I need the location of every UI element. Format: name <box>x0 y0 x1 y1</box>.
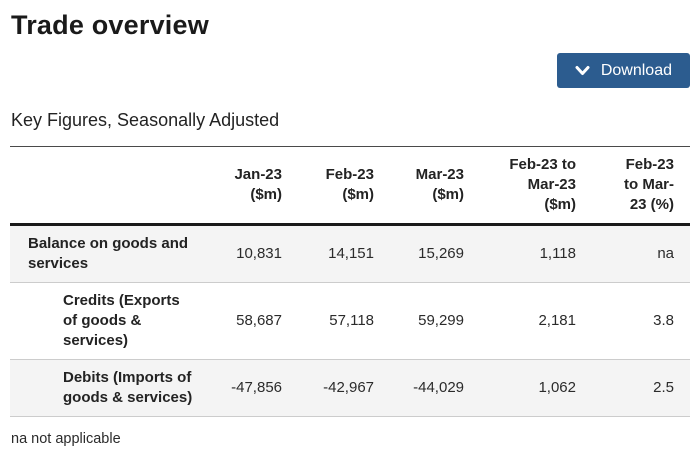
cell-value: na <box>657 245 674 262</box>
column-header-feb-to-mar-dollars: Feb-23 to Mar-23 ($m) <box>480 146 592 226</box>
key-figures-table: Jan-23 ($m) Feb-23 ($m) Mar-23 ($m) Feb-… <box>10 146 690 417</box>
cell-value: 58,687 <box>210 282 298 360</box>
cell-value: 10,831 <box>236 245 282 262</box>
row-label-credits: Credits (Exports of goods & services) <box>10 282 210 360</box>
column-header-feb-to-mar-percent: Feb-23 to Mar-23 (%) <box>592 146 690 226</box>
row-label-debits: Debits (Imports of goods & services) <box>10 359 210 417</box>
footnote-na-not-applicable: na not applicable <box>11 431 121 447</box>
table-row-credits: Credits (Exports of goods & services) 58… <box>10 282 690 360</box>
table-row-debits: Debits (Imports of goods & services) -47… <box>10 359 690 417</box>
table-corner-cell <box>10 146 210 226</box>
download-button[interactable]: Download <box>556 53 690 88</box>
row-label-balance: Balance on goods and services <box>28 235 189 272</box>
cell-value: 14,151 <box>328 245 374 262</box>
section-heading: Key Figures, Seasonally Adjusted <box>11 110 280 130</box>
page-title: Trade overview <box>11 10 209 40</box>
cell-value: 1,118 <box>539 245 576 262</box>
cell-value: 1,062 <box>480 359 592 417</box>
cell-value: -47,856 <box>210 359 298 417</box>
column-header-feb-23: Feb-23 ($m) <box>298 146 390 226</box>
cell-value: -42,967 <box>298 359 390 417</box>
column-header-jan-23: Jan-23 ($m) <box>210 146 298 226</box>
download-button-label: Download <box>600 61 672 79</box>
cell-value: 2.5 <box>592 359 690 417</box>
chevron-down-icon <box>575 65 590 76</box>
table-row-balance: Balance on goods and services 10,831 14,… <box>10 224 690 283</box>
cell-value: 57,118 <box>298 282 390 360</box>
cell-value: 59,299 <box>390 282 480 360</box>
cell-value: 3.8 <box>592 282 690 360</box>
table-header-row: Jan-23 ($m) Feb-23 ($m) Mar-23 ($m) Feb-… <box>10 146 690 226</box>
cell-value: -44,029 <box>390 359 480 417</box>
cell-value: 15,269 <box>418 245 464 262</box>
cell-value: 2,181 <box>480 282 592 360</box>
column-header-mar-23: Mar-23 ($m) <box>390 146 480 226</box>
